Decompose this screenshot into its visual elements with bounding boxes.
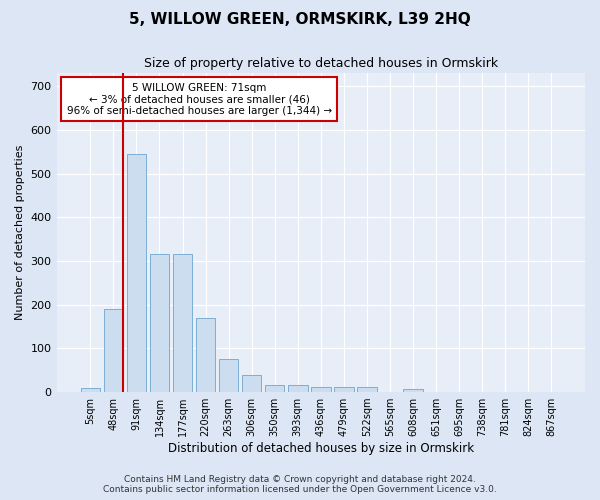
Bar	[311, 388, 331, 392]
Bar	[80, 388, 100, 392]
Text: 5 WILLOW GREEN: 71sqm
← 3% of detached houses are smaller (46)
96% of semi-detac: 5 WILLOW GREEN: 71sqm ← 3% of detached h…	[67, 82, 332, 116]
Bar	[334, 388, 353, 392]
X-axis label: Distribution of detached houses by size in Ormskirk: Distribution of detached houses by size …	[168, 442, 474, 455]
Bar	[149, 254, 169, 392]
Bar	[357, 388, 377, 392]
Bar	[196, 318, 215, 392]
Bar	[127, 154, 146, 392]
Bar	[219, 360, 238, 392]
Text: 5, WILLOW GREEN, ORMSKIRK, L39 2HQ: 5, WILLOW GREEN, ORMSKIRK, L39 2HQ	[129, 12, 471, 28]
Bar	[104, 309, 123, 392]
Text: Contains HM Land Registry data © Crown copyright and database right 2024.
Contai: Contains HM Land Registry data © Crown c…	[103, 474, 497, 494]
Y-axis label: Number of detached properties: Number of detached properties	[15, 145, 25, 320]
Title: Size of property relative to detached houses in Ormskirk: Size of property relative to detached ho…	[144, 58, 498, 70]
Bar	[403, 389, 423, 392]
Bar	[265, 384, 284, 392]
Bar	[242, 374, 262, 392]
Bar	[173, 254, 193, 392]
Bar	[288, 384, 308, 392]
